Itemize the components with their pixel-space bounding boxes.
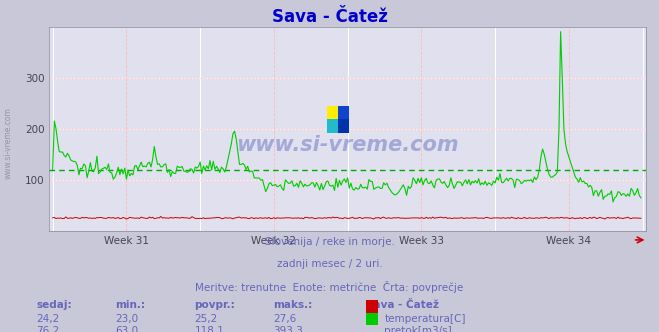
Text: 76,2: 76,2 <box>36 326 59 332</box>
Text: 23,0: 23,0 <box>115 314 138 324</box>
Bar <box>327 120 338 133</box>
Text: maks.:: maks.: <box>273 300 313 310</box>
Text: pretok[m3/s]: pretok[m3/s] <box>384 326 452 332</box>
Text: 393,3: 393,3 <box>273 326 303 332</box>
Text: temperatura[C]: temperatura[C] <box>384 314 466 324</box>
Text: Sava - Čatež: Sava - Čatež <box>272 8 387 26</box>
Text: 118,1: 118,1 <box>194 326 224 332</box>
Text: www.si-vreme.com: www.si-vreme.com <box>4 107 13 179</box>
Text: www.si-vreme.com: www.si-vreme.com <box>237 135 459 155</box>
Text: sedaj:: sedaj: <box>36 300 72 310</box>
Text: Sava - Čatež: Sava - Čatež <box>366 300 439 310</box>
Text: 25,2: 25,2 <box>194 314 217 324</box>
Text: povpr.:: povpr.: <box>194 300 235 310</box>
Bar <box>338 120 349 133</box>
Text: zadnji mesec / 2 uri.: zadnji mesec / 2 uri. <box>277 259 382 269</box>
Text: Meritve: trenutne  Enote: metrične  Črta: povprečje: Meritve: trenutne Enote: metrične Črta: … <box>195 281 464 292</box>
Bar <box>338 106 349 120</box>
Bar <box>327 106 338 120</box>
Text: Slovenija / reke in morje.: Slovenija / reke in morje. <box>264 237 395 247</box>
Text: min.:: min.: <box>115 300 146 310</box>
Text: 63,0: 63,0 <box>115 326 138 332</box>
Text: 27,6: 27,6 <box>273 314 297 324</box>
Text: 24,2: 24,2 <box>36 314 59 324</box>
